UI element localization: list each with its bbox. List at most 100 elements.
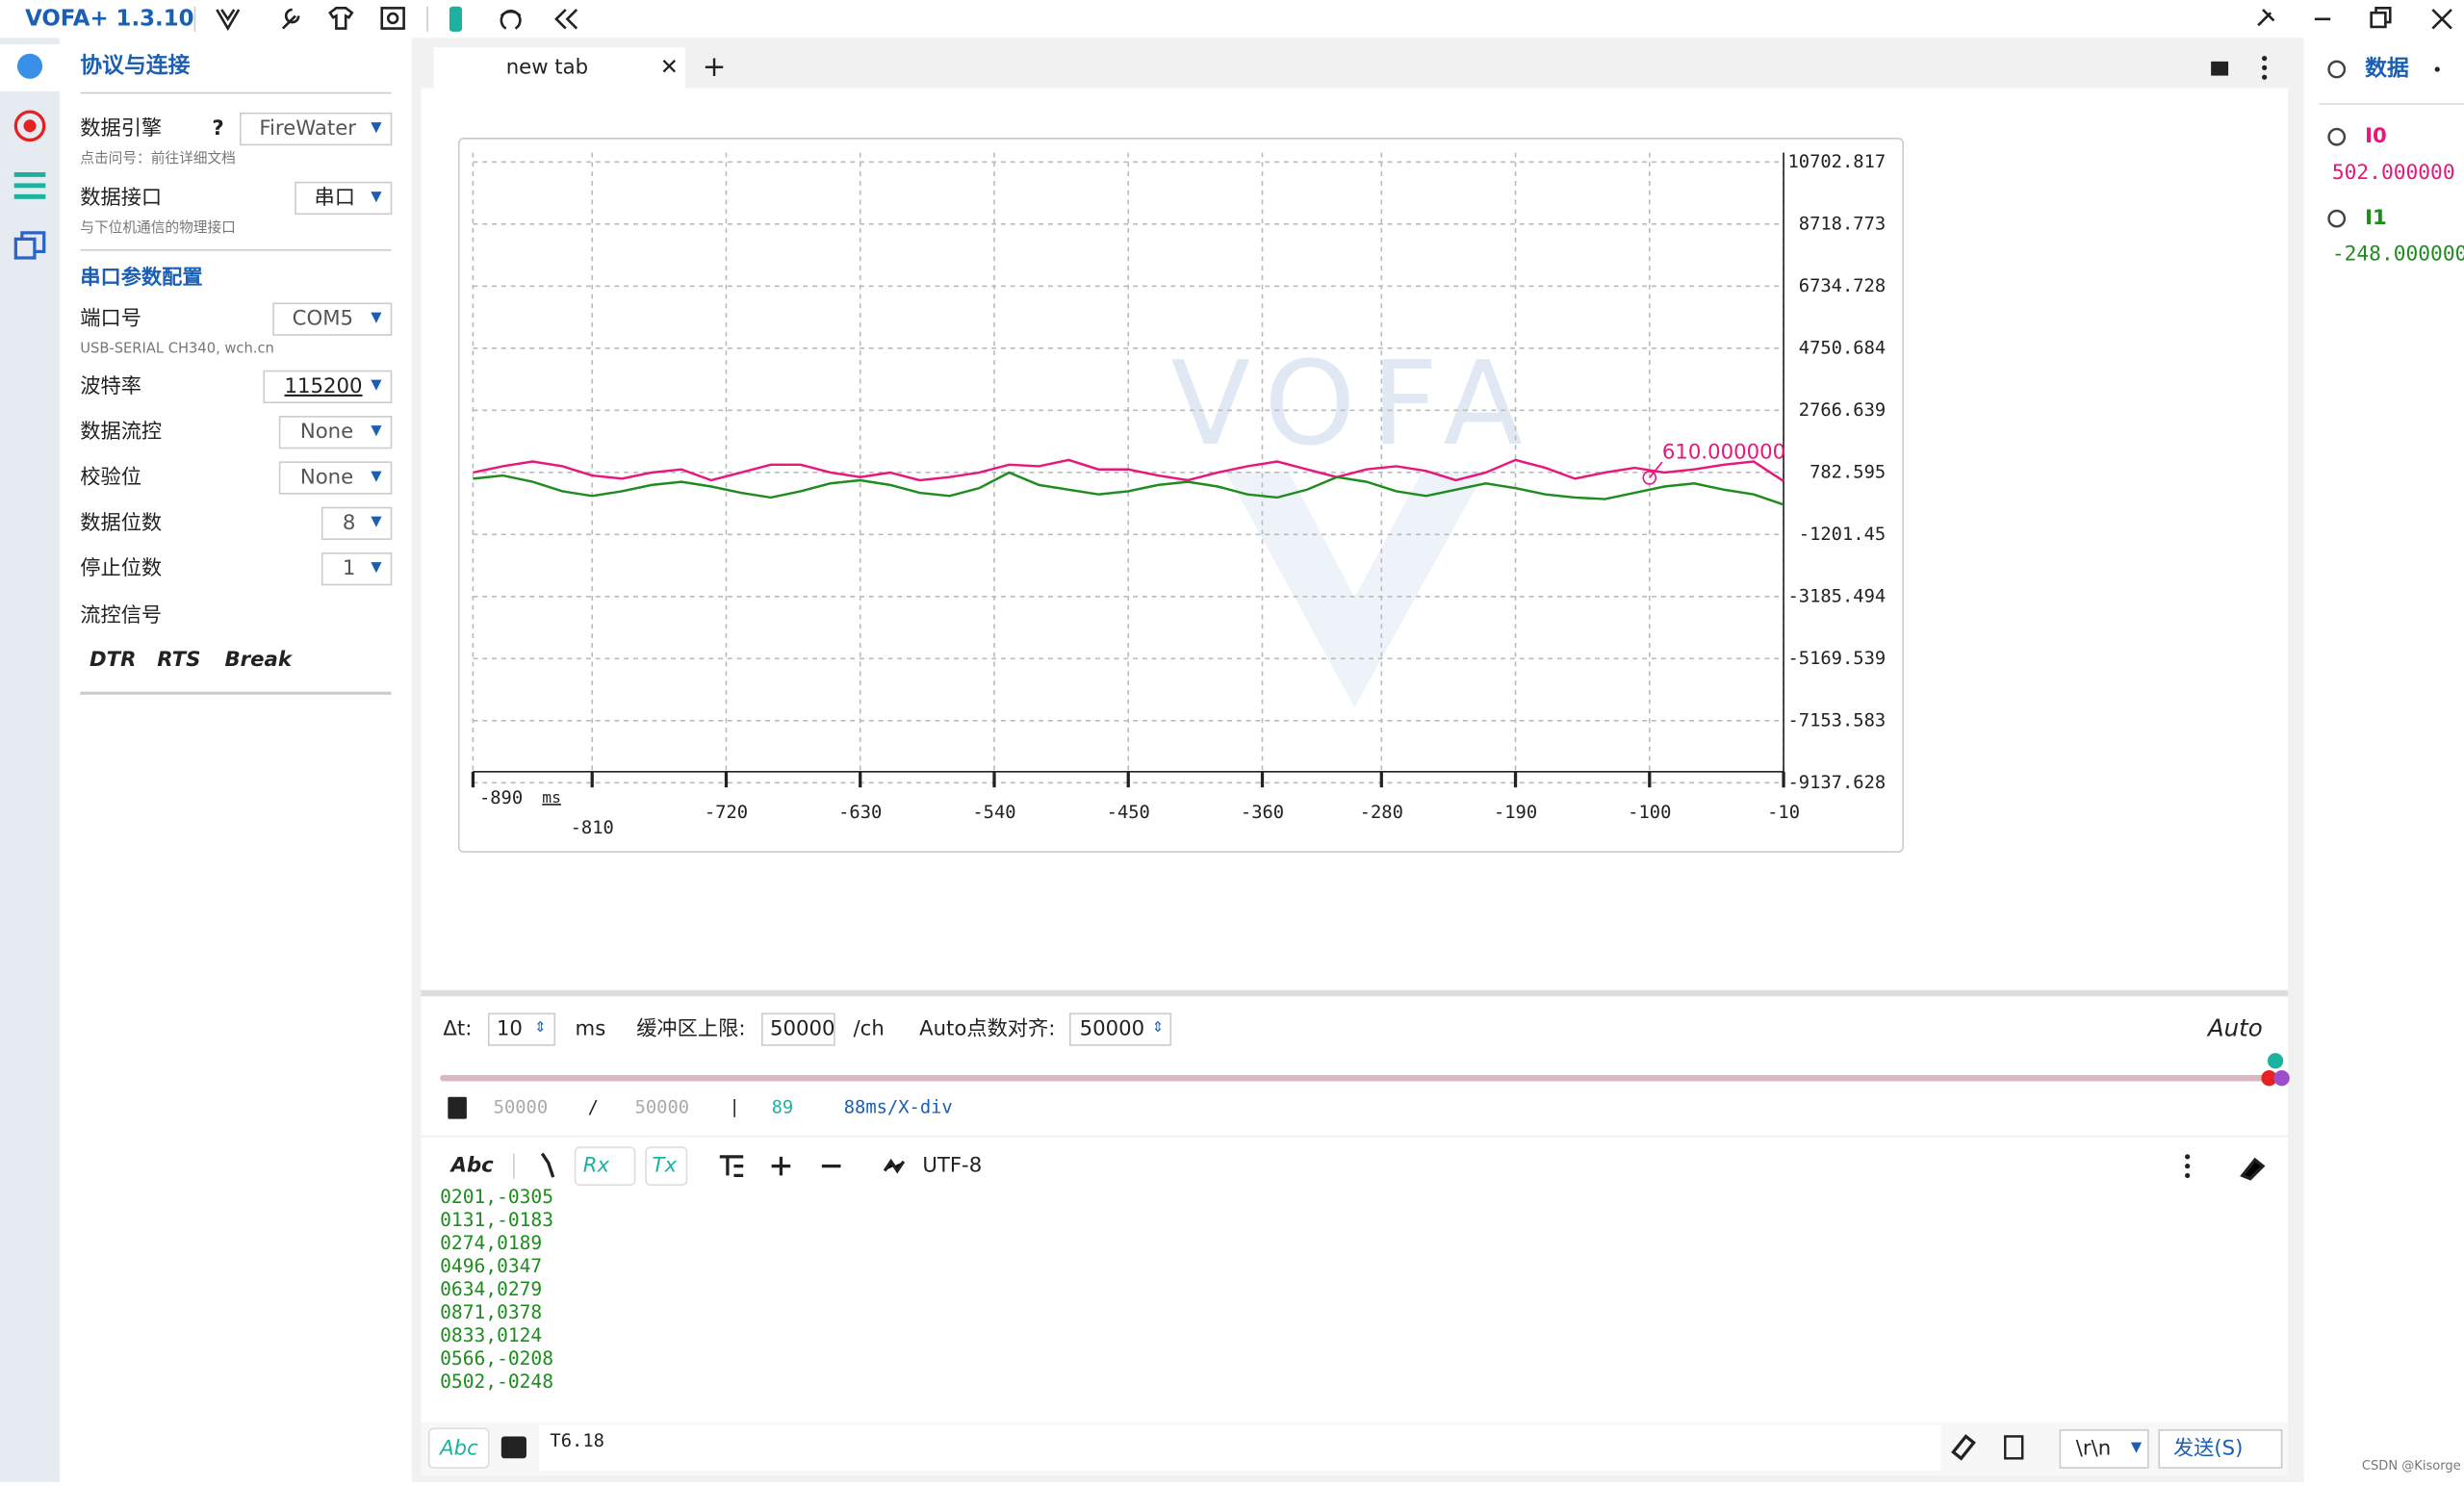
stopbits-select[interactable]: [321, 552, 393, 586]
buffer-input[interactable]: [761, 1012, 835, 1046]
dt-input[interactable]: [487, 1012, 556, 1046]
slider-handle[interactable]: [2261, 1070, 2277, 1087]
databits-select[interactable]: [321, 506, 393, 541]
auto-input[interactable]: [1069, 1012, 1172, 1046]
signal-button[interactable]: Break: [224, 648, 293, 672]
send-button-bg[interactable]: [2158, 1429, 2283, 1469]
menu-icon[interactable]: [2262, 56, 2268, 80]
plot-watermark: VOFA: [1170, 337, 1538, 472]
abc-toggle[interactable]: Abc: [449, 1154, 495, 1178]
abc-send-toggle[interactable]: [427, 1427, 490, 1469]
status-sep: /: [588, 1098, 599, 1118]
plot-frame: [457, 138, 1904, 853]
port-select[interactable]: [272, 302, 393, 336]
y-tick-label: -3185.494: [1787, 586, 1886, 606]
x-tick-label: -810: [571, 818, 614, 838]
tab-title: new tab: [506, 55, 588, 79]
x-div: 88ms/X-div: [844, 1098, 953, 1118]
send-input[interactable]: [539, 1425, 1941, 1472]
auto-mode[interactable]: Auto: [2206, 1014, 2263, 1042]
data-panel-title: 数据: [2365, 57, 2409, 82]
spin-arrow: ⇕: [534, 1019, 546, 1036]
dt-label: Δt:: [443, 1017, 472, 1041]
x-tick-label: -630: [838, 803, 882, 823]
clear-icon[interactable]: [1951, 1434, 1976, 1461]
lock-icon[interactable]: [2211, 61, 2229, 76]
bottom-panel: [421, 996, 2289, 1476]
slider-handle[interactable]: [2267, 1053, 2284, 1069]
annotation-marker: [1642, 471, 1657, 485]
rx-toggle: Rx: [583, 1154, 610, 1178]
nav-commands[interactable]: [13, 171, 46, 199]
dt-unit: ms: [576, 1017, 606, 1041]
parity-select[interactable]: [278, 461, 393, 495]
x-tick-label: -450: [1107, 803, 1150, 823]
y-tick-label: -5169.539: [1787, 649, 1886, 669]
rx-toggle-bg[interactable]: [574, 1146, 636, 1187]
slider-handle[interactable]: [2273, 1070, 2290, 1087]
field-label: 数据引擎: [80, 116, 162, 141]
dropdown-arrow: ▼: [371, 513, 382, 529]
send-button: 发送(S): [2173, 1437, 2243, 1461]
status-bar: |: [730, 1098, 740, 1118]
timeline-slider[interactable]: [440, 1074, 2272, 1082]
interface-select[interactable]: [295, 181, 393, 216]
field-label: 端口号: [80, 307, 141, 331]
dt-value: 10: [497, 1017, 523, 1041]
file-icon[interactable]: [500, 1436, 526, 1459]
hook-icon[interactable]: [540, 1152, 555, 1178]
field-hint: 点击问号：前往详细文档: [80, 150, 236, 167]
nav-record[interactable]: [13, 110, 46, 142]
baud-select[interactable]: [263, 370, 393, 403]
toolbar-icons[interactable]: [216, 7, 2452, 32]
console-line: 0131,-0183: [440, 1209, 553, 1231]
tab-close[interactable]: ✕: [660, 55, 679, 80]
help-button[interactable]: ?: [212, 116, 223, 141]
plot: VOFA 10702.817 8718.773 6734.728 4750.684 276…: [471, 152, 1886, 838]
flow-select[interactable]: [278, 416, 393, 449]
encoding[interactable]: UTF-8: [922, 1154, 982, 1178]
engine-value: FireWater: [259, 116, 356, 141]
field-hint: USB-SERIAL CH340, wch.cn: [80, 341, 274, 357]
point-total: 50000: [635, 1098, 689, 1118]
channel-value: -248.000000: [2332, 243, 2464, 267]
x-tick-label: -890: [479, 788, 523, 808]
ending-select[interactable]: [2059, 1429, 2149, 1469]
channel-name: I0: [2365, 124, 2387, 148]
signal-button[interactable]: DTR: [90, 648, 136, 672]
history-icon[interactable]: [2004, 1435, 2024, 1460]
watermark-logo: [1225, 472, 1485, 707]
engine-select[interactable]: [239, 112, 393, 146]
x-unit: ms: [542, 788, 561, 807]
nav-connection[interactable]: [16, 53, 43, 79]
info-icon[interactable]: [449, 6, 462, 32]
nav-widgets[interactable]: [13, 231, 46, 260]
y-tick-label: 10702.817: [1787, 152, 1886, 172]
tx-toggle-bg[interactable]: [645, 1146, 688, 1187]
console-line: 0496,0347: [440, 1255, 542, 1277]
splitter[interactable]: [421, 989, 2289, 997]
trash-icon[interactable]: [448, 1096, 467, 1119]
signal-button[interactable]: RTS: [157, 648, 200, 672]
new-tab[interactable]: +: [703, 50, 727, 83]
toolbar-buttons[interactable]: [719, 1155, 2266, 1181]
console-menu[interactable]: [2185, 1154, 2191, 1179]
console-line: 0833,0124: [440, 1324, 542, 1346]
series-line: [473, 471, 1784, 506]
dropdown-arrow: ▼: [371, 118, 382, 135]
field-label: 流控信号: [80, 603, 162, 628]
tab[interactable]: [433, 47, 685, 89]
panel-menu[interactable]: [2434, 66, 2440, 72]
y-tick-label: 4750.684: [1799, 338, 1886, 358]
annotation-leader: [1649, 461, 1663, 478]
annotation-label: 610.000000: [1662, 440, 1785, 464]
parity-value: None: [300, 466, 353, 490]
eye-icon[interactable]: [2327, 60, 2347, 79]
abc-send: Abc: [438, 1437, 478, 1461]
y-tick-label: 2766.639: [1799, 400, 1886, 421]
dropdown-arrow: ▼: [371, 423, 382, 439]
auto-value: 50000: [1080, 1017, 1145, 1041]
buffer-unit: /ch: [854, 1017, 885, 1041]
dropdown-arrow: ▼: [371, 376, 382, 393]
